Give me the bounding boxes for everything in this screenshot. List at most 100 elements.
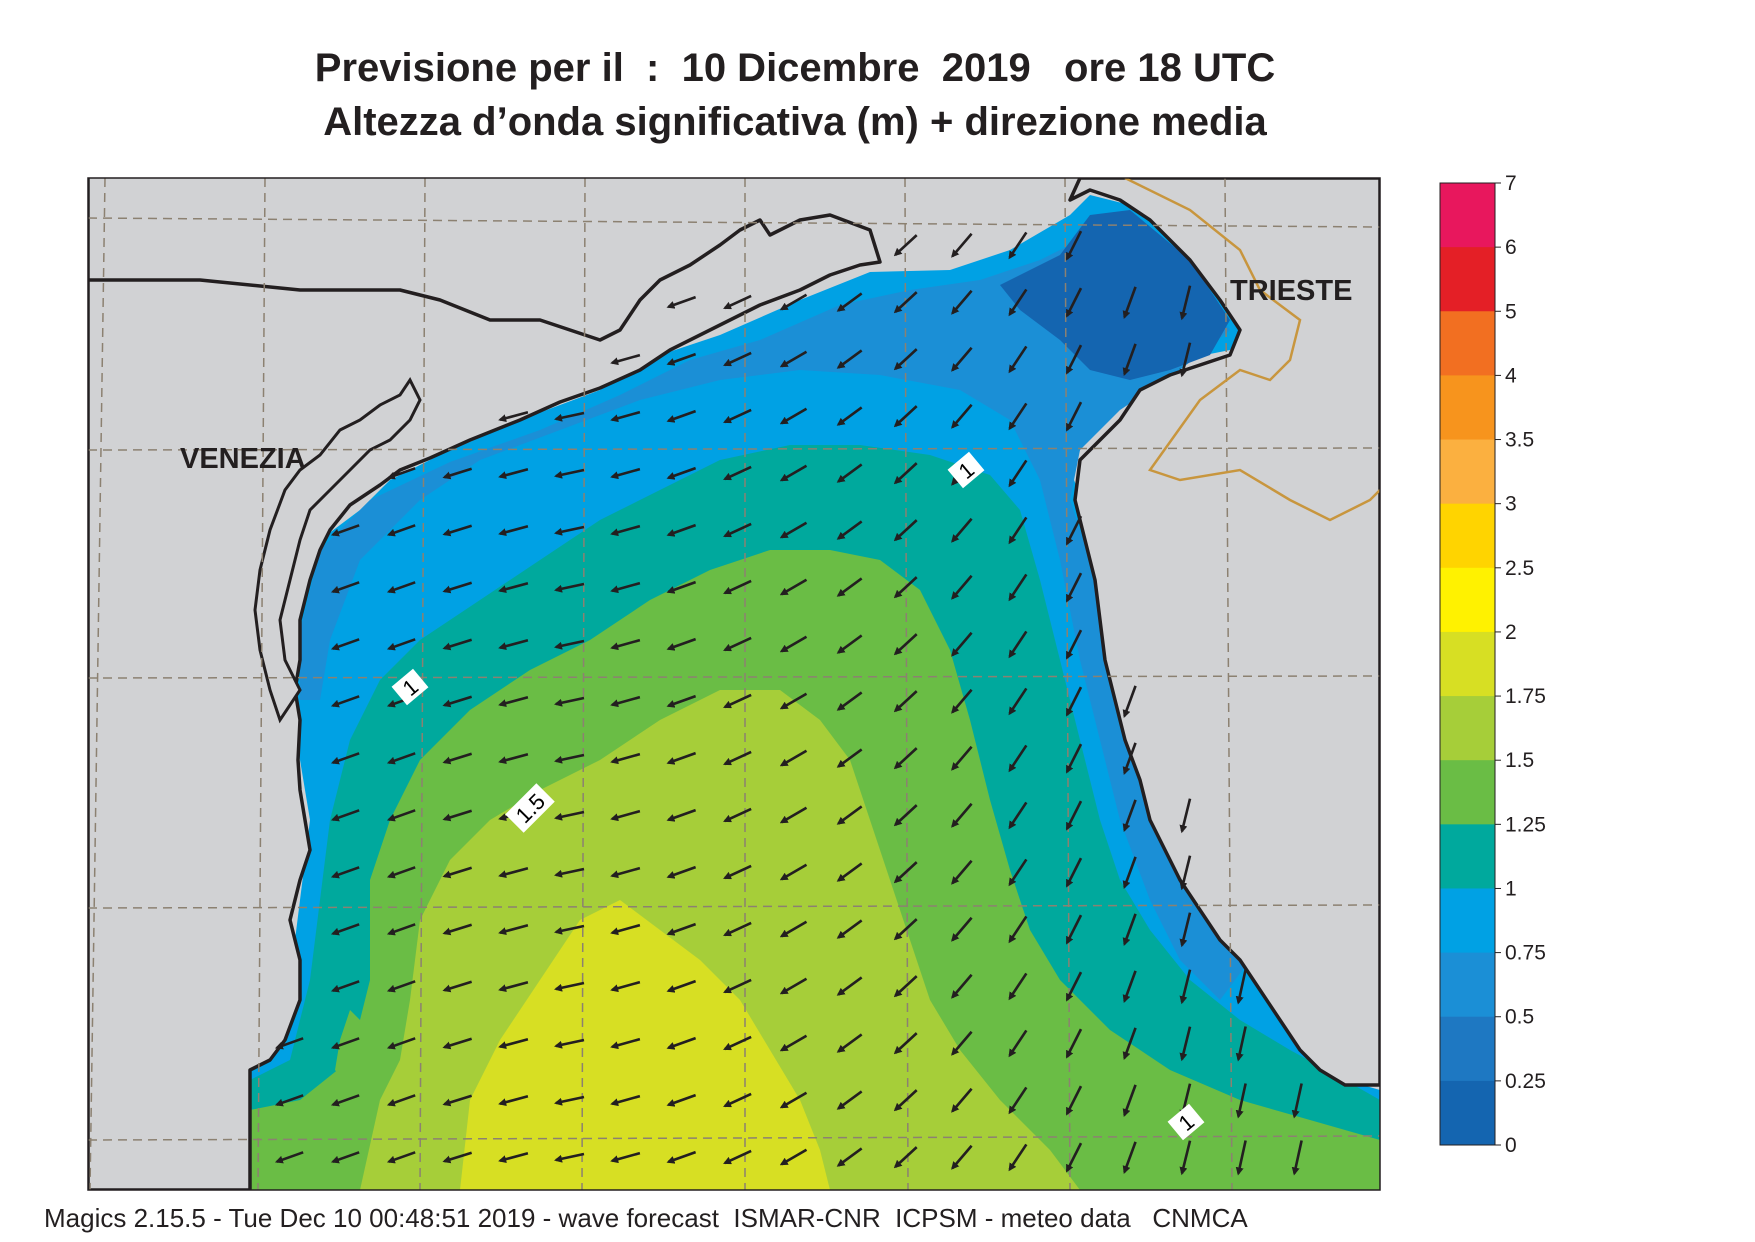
wave-arrow	[1065, 515, 1083, 546]
wave-arrow	[779, 1091, 808, 1109]
wave-arrow	[610, 923, 641, 936]
wave-arrow	[610, 524, 641, 537]
wave-arrow	[386, 1037, 416, 1050]
wave-arrow	[1291, 1140, 1303, 1176]
wave-arrow	[386, 1094, 416, 1107]
wave-arrow	[1008, 1143, 1028, 1172]
wave-arrow	[498, 867, 529, 879]
wave-arrow	[666, 409, 697, 423]
wave-arrow	[386, 752, 416, 765]
wave-arrow	[666, 808, 697, 822]
wave-arrow	[893, 519, 918, 542]
wave-arrow	[386, 980, 416, 993]
wave-arrow	[1122, 799, 1137, 833]
wave-arrow	[723, 636, 752, 652]
wave-arrow	[1065, 230, 1083, 261]
wave-arrow	[554, 582, 585, 593]
graticule	[88, 178, 1380, 1190]
legend-tick-label: 5	[1505, 300, 1517, 323]
wave-arrow	[893, 348, 918, 371]
wave-arrow	[723, 978, 752, 994]
wave-arrow	[1065, 1085, 1083, 1116]
wave-arrow	[554, 753, 585, 764]
wave-arrow	[951, 289, 973, 315]
wave-arrow	[610, 1037, 641, 1050]
wave-arrow	[1065, 401, 1083, 432]
wave-arrow	[554, 696, 585, 707]
wave-arrow	[442, 1037, 473, 1050]
wave-arrow	[951, 346, 973, 372]
wave-arrow	[893, 1032, 918, 1055]
wave-arrow	[386, 524, 416, 537]
wave-arrow	[498, 411, 529, 423]
wave-arrow	[1065, 857, 1083, 888]
wave-arrow	[1008, 402, 1028, 431]
wave-arrow	[666, 523, 697, 537]
wave-arrow	[498, 639, 529, 651]
wave-arrow	[1008, 573, 1028, 602]
wave-arrow	[554, 525, 585, 536]
wave-arrow	[666, 922, 697, 936]
wave-arrow	[1122, 685, 1137, 719]
wave-arrow	[610, 638, 641, 651]
wave-arrow	[893, 405, 918, 428]
wave-arrow	[498, 1152, 529, 1164]
wave-arrow	[1122, 1084, 1137, 1118]
wave-arrow	[1065, 1028, 1083, 1059]
legend-tick-label: 1.75	[1505, 685, 1546, 708]
wave-arrow	[554, 1152, 585, 1163]
wave-arrow	[330, 1037, 360, 1050]
footer-credits: Magics 2.15.5 - Tue Dec 10 00:48:51 2019…	[44, 1203, 1248, 1233]
wave-arrow	[1291, 1083, 1303, 1119]
wave-arrow	[666, 295, 697, 309]
sea-zone-1.75-2	[460, 900, 830, 1190]
wave-arrow	[893, 462, 918, 485]
wave-arrow	[442, 467, 473, 480]
wave-arrow	[610, 695, 641, 708]
wave-arrow	[1122, 742, 1137, 776]
legend-tick-label: 1.25	[1505, 813, 1546, 836]
wave-arrow	[274, 1037, 304, 1050]
wave-arrow	[1008, 231, 1028, 260]
wave-arrow	[1235, 1026, 1247, 1062]
wave-arrow	[779, 293, 808, 311]
wave-arrow	[893, 804, 918, 827]
wave-arrow	[1065, 914, 1083, 945]
wave-arrow	[893, 1089, 918, 1112]
wave-arrow	[723, 693, 752, 709]
wave-arrow	[386, 467, 416, 480]
wave-direction-arrows	[274, 230, 1303, 1176]
legend-tick-label: 4	[1505, 364, 1517, 387]
wave-arrow	[1008, 459, 1028, 488]
wave-arrow	[951, 859, 973, 885]
wave-arrow	[836, 1090, 863, 1110]
wave-arrow	[893, 747, 918, 770]
wave-arrow	[1008, 972, 1028, 1001]
wave-arrow	[386, 866, 416, 879]
wave-arrow	[951, 1144, 973, 1170]
wave-arrow	[723, 1035, 752, 1051]
wave-arrow	[442, 695, 473, 708]
legend-tick-label: 2.5	[1505, 557, 1534, 580]
wave-arrow	[779, 863, 808, 881]
wave-arrow	[442, 923, 473, 936]
legend-swatch	[1440, 824, 1495, 889]
wave-arrow	[498, 753, 529, 765]
wave-arrow	[610, 866, 641, 879]
wave-arrow	[330, 923, 360, 936]
legend-swatch	[1440, 503, 1495, 569]
wave-arrow	[1008, 744, 1028, 773]
wave-arrow	[1179, 855, 1192, 891]
wave-arrow	[836, 691, 863, 711]
wave-arrow	[951, 745, 973, 771]
wave-arrow	[330, 524, 360, 537]
wave-arrow	[1235, 1140, 1247, 1176]
wave-arrow	[666, 466, 697, 480]
wave-arrow	[1122, 970, 1137, 1004]
wave-arrow	[610, 410, 641, 423]
land-venezia-lagoon	[253, 377, 422, 724]
wave-arrow	[836, 862, 863, 882]
legend-tick-label: 0	[1505, 1134, 1517, 1157]
wave-arrow	[951, 1030, 973, 1056]
wave-arrow	[779, 407, 808, 425]
